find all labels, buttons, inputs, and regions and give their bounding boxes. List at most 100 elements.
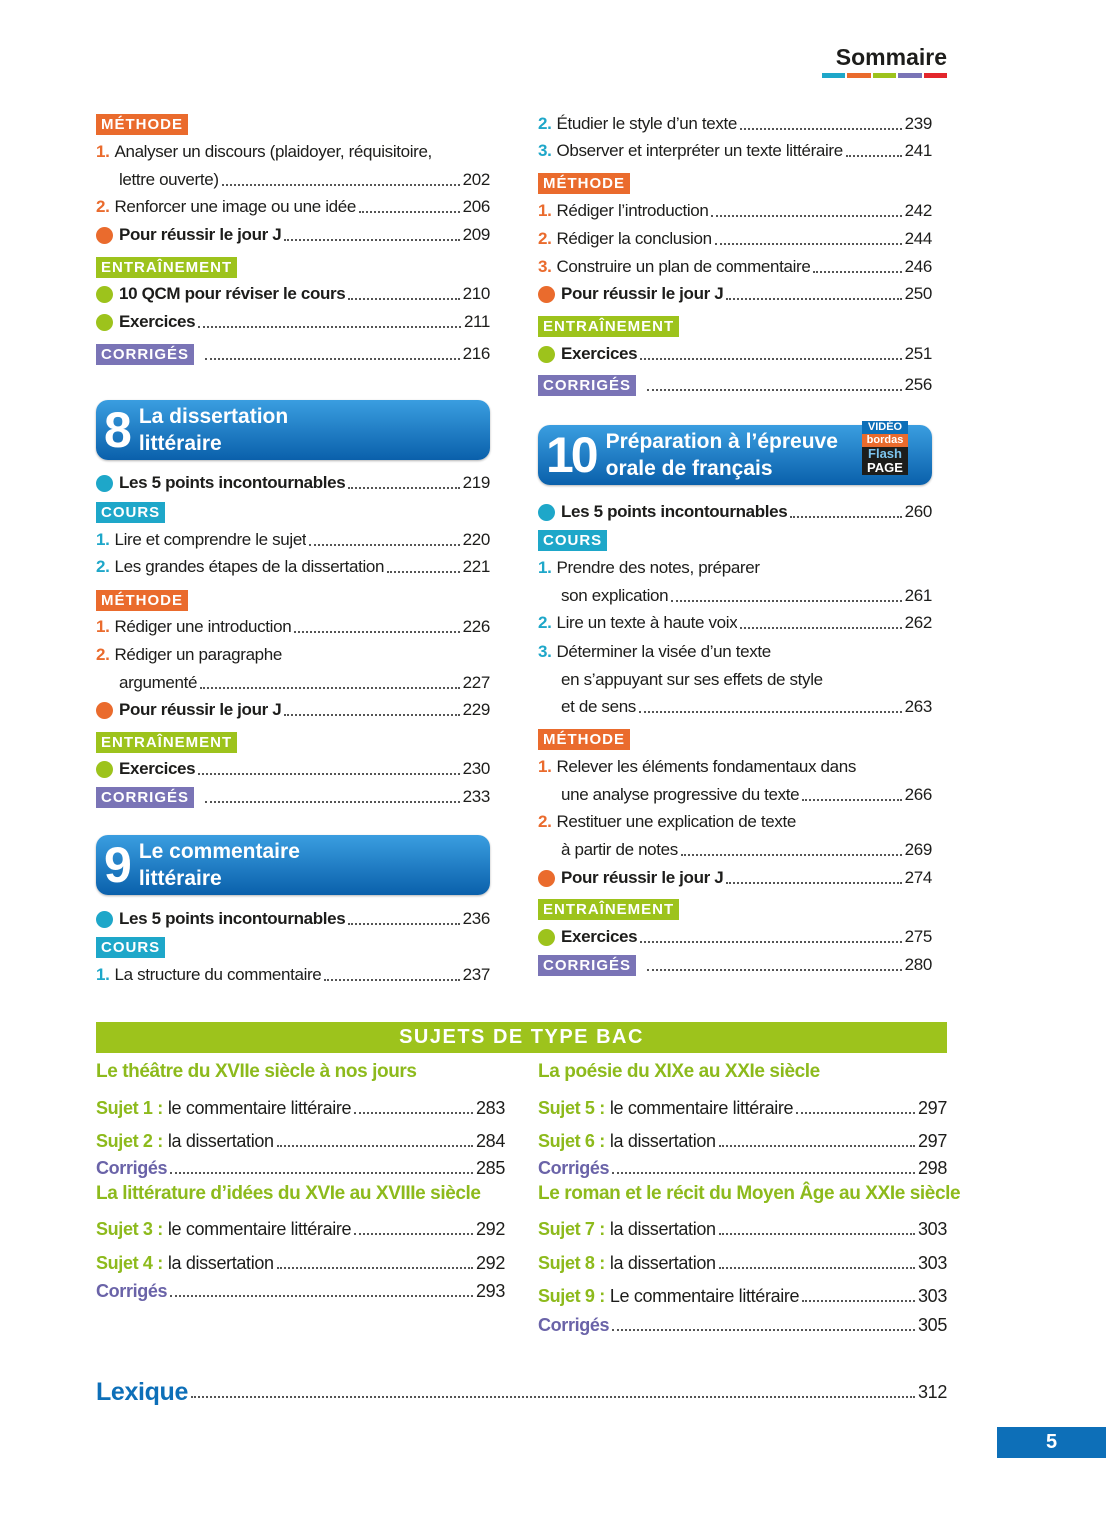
toc-row: 1. La structure du commentaire 237 [96, 961, 490, 989]
page-ref: 211 [463, 312, 490, 331]
leader-dots [726, 298, 902, 300]
bullet-dot [538, 285, 555, 303]
item-text: et de sens [561, 697, 636, 716]
page-ref: 297 [918, 1130, 947, 1151]
item-number: 2. [538, 812, 552, 831]
toc-row: Pour réussir le jour J 250 [538, 280, 932, 308]
chapter-title: Préparation à l’épreuve orale de français [606, 428, 838, 482]
toc-row: Sujet 3 : le commentaire littéraire 292 [96, 1215, 505, 1243]
page-ref: 274 [904, 868, 933, 887]
page-ref: 292 [476, 1252, 505, 1273]
chapter-title-line: La dissertation [138, 405, 289, 428]
toc-row: Pour réussir le jour J 209 [96, 221, 490, 249]
leader-dots [324, 979, 460, 981]
toc-row: ENTRAÎNEMENT [96, 253, 490, 281]
bullet-dot [96, 226, 113, 244]
chapter-box: 9 Le commentaire littéraire [96, 835, 490, 895]
leader-dots [358, 211, 460, 213]
toc-row: COURS [96, 498, 490, 526]
page-ref: 236 [462, 909, 491, 928]
page-ref: 303 [918, 1285, 947, 1306]
bullet-dot [96, 313, 113, 331]
leader-dots [284, 239, 460, 241]
toc-row: Sujet 9 : Le commentaire littéraire 303 [538, 1282, 947, 1310]
page-number: 5 [997, 1427, 1106, 1458]
sujet-heading: Le roman et le récit du Moyen Âge au XXI… [538, 1183, 961, 1204]
chapter-title-line: Préparation à l’épreuve [605, 430, 838, 453]
page-ref: 210 [462, 284, 491, 303]
bullet-text: Exercices [119, 759, 196, 778]
item-text: argumenté [119, 672, 198, 692]
page-ref: 285 [476, 1157, 505, 1178]
page-ref: 261 [904, 585, 933, 605]
page-ref: 303 [918, 1218, 947, 1239]
video-badge-text: PAGE [862, 461, 908, 475]
toc-row: ENTRAÎNEMENT [96, 728, 490, 756]
toc-row: 3. Déterminer la visée d’un texte [538, 638, 932, 666]
toc-row: 2. Étudier le style d’un texte 239 [538, 110, 932, 138]
chapter-title-line: Le commentaire [138, 840, 300, 863]
page-ref: 262 [904, 613, 933, 632]
bullet-dot [96, 760, 113, 778]
item-number: 2. [96, 645, 110, 664]
bullet-text: Exercices [561, 344, 638, 363]
page-ref: 283 [476, 1097, 505, 1118]
video-badge-text: VIDÉO [862, 421, 908, 434]
page-ref: 230 [462, 759, 491, 778]
leader-dots [198, 326, 461, 328]
toc-row: Lexique 312 [96, 1378, 947, 1406]
item-number: 2. [538, 114, 552, 133]
chapter-title: Le commentaire littéraire [139, 838, 300, 892]
sujet-label: Sujet 4 : [96, 1252, 163, 1273]
toc-row: 1. Relever les éléments fondamentaux dans [538, 753, 932, 781]
leader-dots [354, 1233, 474, 1235]
section-badge: ENTRAÎNEMENT [538, 898, 680, 920]
leader-dots [354, 1112, 474, 1114]
item-text: Prendre des notes, préparer [556, 558, 760, 577]
leader-dots [802, 798, 902, 801]
bullet-dot [96, 474, 113, 492]
item-text: une analyse progressive du texte [561, 784, 800, 804]
bullet-dot [96, 701, 113, 719]
toc-row: 1. Rédiger une introduction 226 [96, 613, 490, 641]
corriges-text: Corrigés [96, 1280, 168, 1301]
toc-row: 1. Analyser un discours (plaidoyer, réqui… [96, 138, 490, 166]
leader-dots [640, 358, 902, 360]
sujet-text: la dissertation [167, 1130, 274, 1151]
leader-dots [813, 271, 902, 273]
item-text: La structure du commentaire [114, 965, 322, 984]
page-ref: 221 [462, 557, 491, 576]
page-ref: 298 [918, 1157, 947, 1178]
leader-dots [294, 631, 460, 633]
chapter-number: 10 [546, 427, 599, 483]
toc-row: en s’appuyant sur ses effets de style [538, 666, 932, 694]
toc-row: 2. Lire un texte à haute voix 262 [538, 609, 932, 637]
sujet-heading: Le théâtre du XVIIe siècle à nos jours [96, 1061, 417, 1082]
bullet-text: Pour réussir le jour J [561, 284, 724, 303]
toc-row: Les 5 points incontournables 219 [96, 469, 490, 497]
page-ref: 297 [918, 1097, 947, 1118]
sujet-text: le commentaire littéraire [609, 1097, 794, 1118]
toc-row: Les 5 points incontournables 236 [96, 905, 490, 933]
toc-row: 2. Restituer une explication de texte [538, 808, 932, 836]
bullet-text: Pour réussir le jour J [119, 225, 282, 244]
leader-dots [170, 1172, 474, 1174]
toc-row: 3. Observer et interpréter un texte litté… [538, 137, 932, 165]
toc-row: Sujet 5 : le commentaire littéraire 297 [538, 1094, 947, 1122]
leader-dots [276, 1267, 474, 1269]
toc-row: 2. Rédiger un paragraphe [96, 641, 490, 669]
toc-row: 2. Rédiger la conclusion 244 [538, 225, 932, 253]
item-text: Rédiger une introduction [114, 617, 292, 636]
item-text: Observer et interpréter un texte littéra… [556, 141, 843, 160]
toc-row: Corrigés 305 [538, 1311, 947, 1339]
item-number: 2. [538, 613, 552, 632]
chapter-number: 8 [104, 402, 132, 458]
chapter-title-line: littéraire [138, 867, 222, 890]
item-text: lettre ouverte) [119, 169, 219, 189]
toc-row: Sujet 2 : la dissertation 284 [96, 1127, 505, 1155]
chapter-number: 9 [104, 837, 132, 893]
leader-dots [612, 1172, 916, 1174]
bullet-dot [538, 869, 555, 887]
page-ref: 303 [918, 1252, 947, 1273]
item-number: 2. [96, 197, 110, 216]
